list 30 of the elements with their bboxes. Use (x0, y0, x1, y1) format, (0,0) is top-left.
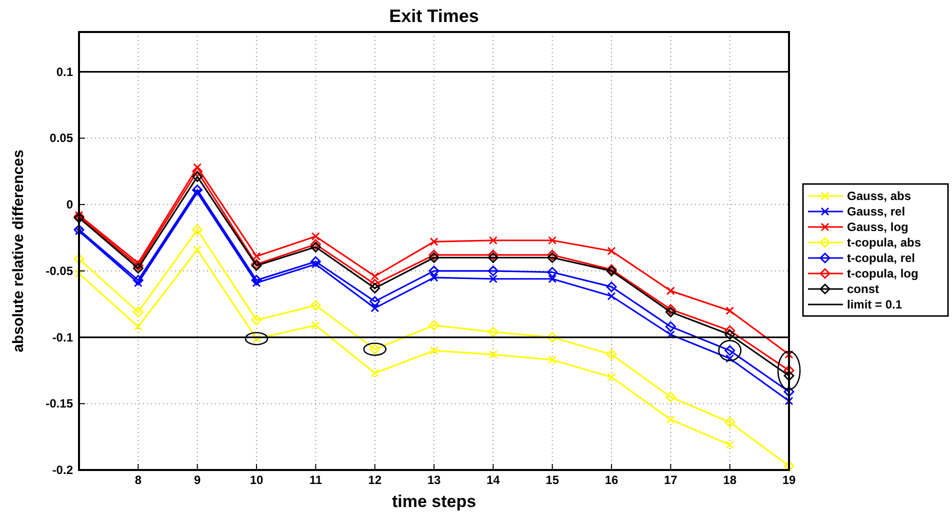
y-tick-label: 0.1 (56, 64, 74, 79)
y-axis-title: absolute relative differences (10, 150, 27, 352)
y-tick-label: -0.2 (52, 463, 74, 477)
x-tick-label: 13 (427, 473, 441, 487)
x-tick-label: 8 (134, 473, 142, 487)
legend-label: Gauss, rel (847, 204, 906, 218)
legend-label: t-copula, abs (847, 236, 922, 250)
x-tick-label: 11 (309, 473, 322, 487)
x-tick-label: 17 (664, 473, 678, 487)
legend-label: t-copula, rel (847, 251, 916, 265)
y-tick-label: -0.05 (46, 264, 74, 278)
x-tick-label: 15 (546, 473, 560, 487)
legend-label: Gauss, abs (847, 189, 912, 203)
chart-title: Exit Times (389, 6, 479, 26)
legend-label: t-copula, log (847, 266, 918, 280)
legend-label: limit = 0.1 (847, 298, 902, 312)
y-tick-label: 0.05 (50, 131, 74, 146)
x-tick-label: 19 (782, 473, 796, 487)
x-tick-label: 12 (368, 473, 382, 487)
legend-label: Gauss, log (847, 220, 908, 234)
x-tick-label: 14 (486, 473, 500, 487)
legend-label: const (847, 282, 880, 296)
x-axis-title: time steps (392, 492, 476, 511)
x-tick-label: 16 (604, 473, 618, 487)
y-tick-label: -0.15 (46, 396, 74, 411)
x-tick-label: 18 (723, 473, 737, 487)
x-tick-label: 10 (250, 473, 264, 487)
y-tick-label: 0 (66, 198, 74, 212)
y-tick-label: -0.1 (52, 330, 74, 344)
x-tick-label: 9 (194, 473, 201, 487)
